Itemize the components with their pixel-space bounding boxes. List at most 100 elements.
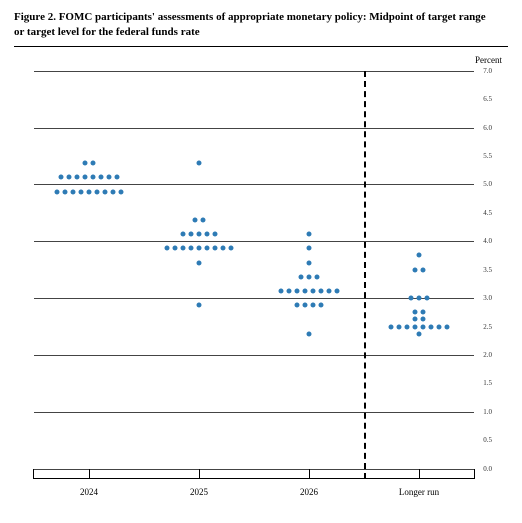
projection-dot [173, 246, 178, 251]
gridline-major [34, 355, 474, 356]
projection-dot [315, 274, 320, 279]
projection-dot [87, 189, 92, 194]
y-tick-label: 1.5 [483, 379, 492, 387]
gridline-major [34, 412, 474, 413]
y-tick-label: 4.5 [483, 209, 492, 217]
x-tick-mark [419, 469, 420, 479]
page: Figure 2. FOMC participants' assessments… [0, 0, 522, 523]
projection-dot [197, 260, 202, 265]
projection-dot [279, 289, 284, 294]
projection-dot [181, 246, 186, 251]
x-tick-label: Longer run [399, 487, 439, 497]
projection-dot [55, 189, 60, 194]
projection-dot [75, 175, 80, 180]
projection-dot [303, 303, 308, 308]
projection-dot [417, 331, 422, 336]
projection-dot [95, 189, 100, 194]
projection-dot [437, 324, 442, 329]
projection-dot [413, 324, 418, 329]
x-tick-mark [89, 469, 90, 479]
projection-dot [201, 217, 206, 222]
title-rule [14, 46, 508, 47]
projection-dot [295, 303, 300, 308]
projection-dot [197, 232, 202, 237]
x-axis-left-tick [33, 469, 34, 479]
y-tick-label: 7.0 [483, 67, 492, 75]
projection-dot [221, 246, 226, 251]
projection-dot [303, 289, 308, 294]
title-line-2: or target level for the federal funds ra… [14, 26, 200, 38]
gridline-major [34, 241, 474, 242]
projection-dot [229, 246, 234, 251]
y-tick-label: 2.0 [483, 351, 492, 359]
projection-dot [445, 324, 450, 329]
projection-dot [107, 175, 112, 180]
projection-dot [193, 217, 198, 222]
projection-dot [335, 289, 340, 294]
projection-dot [319, 303, 324, 308]
y-tick-label: 0.0 [483, 465, 492, 473]
projection-dot [287, 289, 292, 294]
projection-dot [115, 175, 120, 180]
projection-dot [63, 189, 68, 194]
projection-dot [83, 175, 88, 180]
projection-dot [67, 175, 72, 180]
projection-dot [311, 303, 316, 308]
projection-dot [389, 324, 394, 329]
projection-dot [83, 161, 88, 166]
dot-plot-chart: Percent 0.00.51.01.52.02.53.03.54.04.55.… [14, 53, 508, 503]
y-tick-label: 3.0 [483, 294, 492, 302]
projection-dot [205, 232, 210, 237]
projection-dot [299, 274, 304, 279]
y-tick-label: 5.0 [483, 180, 492, 188]
gridline-major [34, 469, 474, 470]
projection-dot [421, 310, 426, 315]
x-tick-mark [309, 469, 310, 479]
projection-dot [311, 289, 316, 294]
projection-dot [111, 189, 116, 194]
projection-dot [307, 274, 312, 279]
y-tick-label: 6.0 [483, 124, 492, 132]
projection-dot [413, 317, 418, 322]
projection-dot [413, 310, 418, 315]
projection-dot [413, 267, 418, 272]
x-axis [34, 478, 474, 479]
projection-dot [425, 296, 430, 301]
projection-dot [59, 175, 64, 180]
projection-dot [417, 253, 422, 258]
y-tick-label: 5.5 [483, 152, 492, 160]
projection-dot [119, 189, 124, 194]
projection-dot [79, 189, 84, 194]
projection-dot [397, 324, 402, 329]
y-axis-label: Percent [475, 55, 502, 65]
projection-dot [71, 189, 76, 194]
projection-dot [197, 161, 202, 166]
projection-dot [409, 296, 414, 301]
projection-dot [181, 232, 186, 237]
gridline-major [34, 71, 474, 72]
projection-dot [91, 175, 96, 180]
projection-dot [307, 246, 312, 251]
figure-title: Figure 2. FOMC participants' assessments… [14, 10, 508, 44]
x-tick-mark [199, 469, 200, 479]
projection-dot [189, 232, 194, 237]
y-tick-label: 3.5 [483, 266, 492, 274]
projection-dot [405, 324, 410, 329]
projection-dot [307, 331, 312, 336]
projection-dot [307, 260, 312, 265]
y-tick-label: 6.5 [483, 95, 492, 103]
projection-dot [213, 232, 218, 237]
longer-run-separator [364, 71, 366, 479]
projection-dot [103, 189, 108, 194]
projection-dot [205, 246, 210, 251]
y-tick-label: 2.5 [483, 323, 492, 331]
projection-dot [213, 246, 218, 251]
y-tick-label: 4.0 [483, 237, 492, 245]
y-tick-label: 1.0 [483, 408, 492, 416]
projection-dot [91, 161, 96, 166]
x-axis-right-tick [474, 469, 475, 479]
projection-dot [307, 232, 312, 237]
projection-dot [295, 289, 300, 294]
projection-dot [421, 267, 426, 272]
x-tick-label: 2024 [80, 487, 98, 497]
